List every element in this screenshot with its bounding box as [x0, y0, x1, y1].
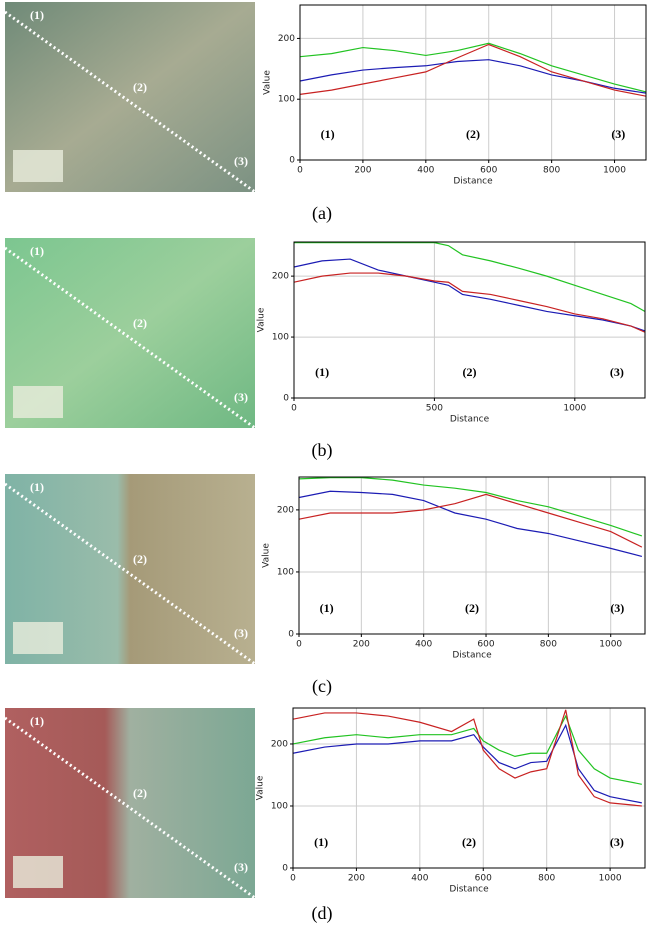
annotation: (3)	[610, 365, 624, 379]
photo-sign	[13, 150, 63, 182]
photo-sign	[13, 622, 63, 654]
x-tick-label: 200	[348, 874, 365, 884]
data-line	[292, 709, 642, 807]
y-tick-label: 0	[288, 630, 294, 640]
data-line	[294, 242, 646, 312]
x-tick-label: 800	[538, 874, 555, 884]
x-tick-label: 800	[543, 166, 560, 176]
photo-label: (3)	[234, 154, 248, 168]
annotation: (3)	[611, 127, 625, 141]
plot-frame	[299, 4, 647, 161]
annotation: (2)	[463, 365, 477, 379]
caption: (b)	[312, 440, 333, 461]
annotation: (3)	[610, 835, 624, 849]
photo-diagonal	[4, 10, 256, 194]
y-tick-label: 0	[289, 156, 295, 166]
plot-frame	[293, 241, 646, 399]
data-line	[299, 42, 647, 93]
data-line	[292, 714, 642, 785]
x-axis-label: Distance	[453, 177, 493, 187]
plot-area	[294, 242, 645, 398]
x-tick-label: 0	[290, 874, 296, 884]
y-axis-label: Value	[256, 775, 266, 800]
annotation: (2)	[462, 835, 476, 849]
photo-label: (2)	[133, 80, 147, 94]
x-axis-label: Distance	[452, 651, 492, 661]
caption: (c)	[312, 676, 332, 697]
photo-diagonal	[4, 482, 256, 666]
y-tick-label: 0	[283, 394, 289, 404]
x-tick-label: 400	[411, 874, 428, 884]
photo-label: (3)	[234, 626, 248, 640]
photo-label: (3)	[234, 390, 248, 404]
x-tick-label: 1000	[603, 166, 626, 176]
x-tick-label: 0	[297, 166, 303, 176]
y-tick-label: 100	[278, 95, 295, 105]
y-tick-label: 200	[272, 272, 289, 282]
data-line	[293, 272, 646, 333]
y-tick-label: 100	[271, 801, 288, 811]
photo-label: (1)	[30, 244, 44, 258]
data-line	[298, 490, 643, 558]
photo-sign	[13, 386, 63, 418]
annotation: (2)	[466, 127, 480, 141]
x-tick-label: 1000	[563, 404, 586, 414]
x-tick-label: 200	[353, 640, 370, 650]
photo-sign	[13, 856, 63, 888]
x-tick-label: 400	[417, 166, 434, 176]
annotation: (3)	[610, 601, 624, 615]
y-axis-label: Value	[257, 307, 267, 332]
x-tick-label: 600	[477, 640, 494, 650]
y-axis-label: Value	[263, 70, 273, 95]
data-line	[292, 723, 642, 804]
annotation: (1)	[321, 127, 335, 141]
photo-label: (3)	[234, 860, 248, 874]
caption: (d)	[312, 903, 333, 924]
plot-frame	[292, 707, 646, 869]
photo-label: (2)	[133, 786, 147, 800]
x-tick-label: 600	[480, 166, 497, 176]
x-axis-label: Distance	[449, 885, 489, 895]
annotation: (2)	[465, 601, 479, 615]
y-axis-label: Value	[262, 543, 272, 568]
photo-label: (1)	[30, 8, 44, 22]
x-tick-label: 600	[475, 874, 492, 884]
caption: (a)	[312, 203, 332, 224]
data-line	[293, 258, 646, 332]
y-tick-label: 0	[282, 864, 288, 874]
annotation: (1)	[315, 365, 329, 379]
photo-diagonal	[4, 246, 256, 430]
x-tick-label: 500	[426, 404, 443, 414]
photo-label: (1)	[30, 480, 44, 494]
data-line	[299, 43, 647, 97]
y-tick-label: 200	[278, 34, 295, 44]
x-tick-label: 400	[415, 640, 432, 650]
photo-diagonal	[4, 716, 256, 900]
x-tick-label: 200	[354, 166, 371, 176]
y-tick-label: 100	[272, 333, 289, 343]
x-tick-label: 1000	[599, 874, 622, 884]
x-tick-label: 800	[540, 640, 557, 650]
y-tick-label: 100	[277, 567, 294, 577]
x-tick-label: 1000	[599, 640, 622, 650]
x-tick-label: 0	[296, 640, 302, 650]
data-line	[298, 477, 643, 537]
annotation: (1)	[314, 835, 328, 849]
plot-frame	[298, 476, 646, 635]
photo-label: (1)	[30, 714, 44, 728]
data-line	[298, 493, 643, 548]
annotation: (1)	[320, 601, 334, 615]
x-axis-label: Distance	[450, 415, 490, 425]
y-tick-label: 200	[271, 739, 288, 749]
photo-label: (2)	[133, 316, 147, 330]
y-tick-label: 200	[277, 505, 294, 515]
photo-label: (2)	[133, 552, 147, 566]
plot-area	[299, 477, 645, 634]
x-tick-label: 0	[291, 404, 297, 414]
